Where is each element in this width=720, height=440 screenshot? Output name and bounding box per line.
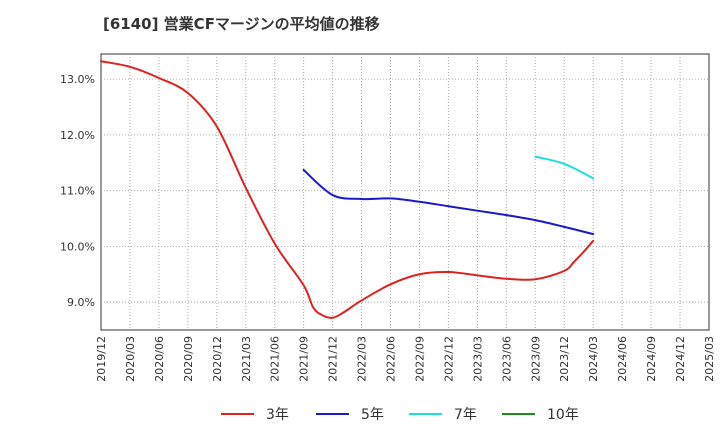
- x-axis-ticks: 2019/12 2020/03 2020/06 2020/09 2020/12 2021/…: [95, 336, 716, 382]
- y-tick-label: 9.0%: [67, 296, 95, 309]
- x-tick-label: 2024/03: [587, 336, 600, 382]
- x-tick-label: 2020/03: [124, 336, 137, 382]
- x-tick-label: 2021/03: [240, 336, 253, 382]
- series-line-2: [534, 155, 595, 180]
- legend-label: 7年: [454, 407, 477, 423]
- legend-label: 3年: [266, 407, 289, 423]
- x-tick-label: 2024/09: [645, 336, 658, 382]
- legend: 3年 5年 7年 10年: [221, 407, 579, 423]
- x-tick-label: 2025/03: [703, 336, 716, 382]
- x-tick-label: 2023/09: [529, 336, 542, 382]
- series-line-1: [302, 168, 595, 236]
- x-tick-label: 2022/06: [385, 336, 398, 382]
- y-tick-label: 10.0%: [60, 240, 95, 253]
- x-tick-label: 2023/12: [558, 336, 571, 382]
- chart-title: [6140] 営業CFマージンの平均値の推移: [103, 15, 380, 33]
- x-tick-label: 2022/03: [356, 336, 369, 382]
- y-tick-label: 13.0%: [60, 73, 95, 86]
- y-tick-label: 11.0%: [60, 185, 95, 198]
- x-tick-label: 2024/06: [616, 336, 629, 382]
- x-tick-label: 2023/06: [500, 336, 513, 382]
- legend-label: 5年: [361, 407, 384, 423]
- x-tick-label: 2021/09: [298, 336, 311, 382]
- series-line-0: [100, 60, 595, 319]
- x-tick-label: 2022/09: [413, 336, 426, 382]
- x-tick-label: 2019/12: [95, 336, 108, 382]
- x-tick-label: 2021/06: [269, 336, 282, 382]
- x-tick-label: 2020/06: [153, 336, 166, 382]
- grid-lines: [101, 54, 709, 330]
- x-tick-label: 2021/12: [327, 336, 340, 382]
- x-tick-label: 2020/09: [182, 336, 195, 382]
- x-tick-label: 2024/12: [674, 336, 687, 382]
- x-tick-label: 2022/12: [442, 336, 455, 382]
- x-tick-label: 2023/03: [471, 336, 484, 382]
- y-tick-label: 12.0%: [60, 129, 95, 142]
- legend-label: 10年: [547, 407, 579, 423]
- x-tick-label: 2020/12: [211, 336, 224, 382]
- series-lines: [100, 60, 595, 319]
- plot-area: [100, 53, 710, 331]
- y-axis-ticks: 9.0% 10.0% 11.0% 12.0% 13.0%: [60, 73, 95, 309]
